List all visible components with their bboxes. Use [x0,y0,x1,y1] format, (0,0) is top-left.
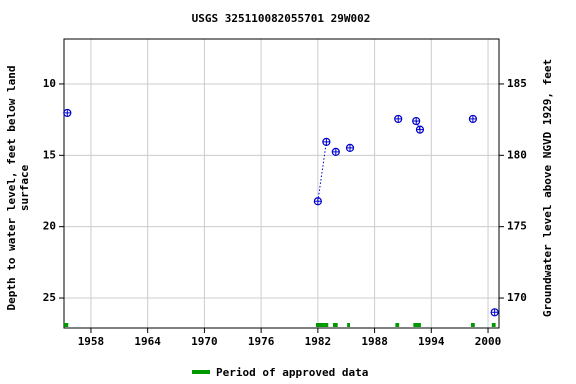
data-point [412,116,421,126]
x-tick-label: 1982 [305,335,332,348]
data-point [415,125,425,134]
chart-title: USGS 325110082055701 29W002 [192,12,371,25]
data-point [313,197,322,206]
data-point [331,147,340,156]
y-tick-label: 25 [43,291,56,304]
y2-axis-label: Groundwater level above NGVD 1929, feet [541,59,554,317]
approved-period [471,323,475,327]
x-tick-label: 1976 [248,335,275,348]
approved-period [395,323,400,327]
data-point [322,137,331,146]
approved-period [347,323,350,327]
legend-label: Period of approved data [216,366,368,379]
y2-tick-label: 175 [507,220,527,233]
data-point [468,114,478,124]
x-tick-label: 1988 [361,335,388,348]
approved-period [413,323,421,327]
approved-period [332,323,338,327]
approved-period [491,323,496,327]
y2-tick-label: 170 [507,291,527,304]
data-point [394,114,403,124]
y-tick-label: 10 [43,77,56,90]
data-point [490,308,499,317]
x-tick-label: 1994 [418,335,445,348]
data-point [345,143,355,152]
y-tick-label: 15 [43,148,56,161]
data-line [317,141,327,202]
y2-tick-label: 185 [507,77,527,90]
x-tick-label: 1958 [78,335,105,348]
y-tick-label: 20 [43,220,56,233]
x-tick-label: 1970 [191,335,218,348]
x-tick-label: 1964 [134,335,161,348]
y-axis-label: Depth to water level, feet below land [5,65,18,310]
x-tick-label: 2000 [475,335,502,348]
y2-tick-label: 180 [507,148,527,161]
data-point [63,108,72,118]
data-line [415,120,421,130]
plot-frame [63,38,500,329]
approved-period [315,323,329,327]
approved-period [64,323,69,327]
y-axis-label: surface [18,164,31,211]
